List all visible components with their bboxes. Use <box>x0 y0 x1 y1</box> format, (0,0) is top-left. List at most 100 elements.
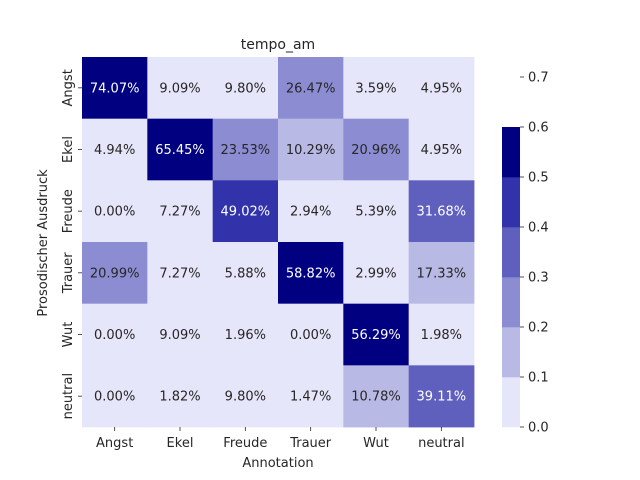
cell-value-label: 4.95% <box>421 81 462 96</box>
cell-value-label: 20.99% <box>90 266 140 281</box>
cell-value-label: 0.00% <box>94 390 135 405</box>
heatmap-cell <box>343 242 410 305</box>
heatmap-cell <box>278 303 344 366</box>
cell-value-label: 49.02% <box>221 205 271 220</box>
y-axis-ticks: Angst Ekel Freude Trauer Wut neutral <box>61 69 82 419</box>
cell-value-label: 74.07% <box>90 81 140 96</box>
heatmap-cell <box>278 180 344 243</box>
colorbar-segment <box>502 127 520 178</box>
cell-value-label: 31.68% <box>417 205 467 220</box>
cell-value-label: 5.39% <box>355 205 396 220</box>
cell-labels: 74.07% 9.09% 9.80% 26.47% 3.59% 4.95% 4.94% 65.… <box>90 81 466 404</box>
colorbar-segment <box>502 227 520 278</box>
heatmap-cell <box>212 303 279 366</box>
heatmap-cell <box>212 118 279 181</box>
cell-value-label: 56.29% <box>351 328 401 343</box>
colorbar-tick-label: 0.7 <box>528 71 549 86</box>
cell-value-label: 9.80% <box>225 390 266 405</box>
x-tick-label: neutral <box>418 436 465 451</box>
x-tick-label: Trauer <box>289 436 332 451</box>
heatmap-cell <box>343 365 410 428</box>
heatmap-cell <box>147 118 214 181</box>
heatmap-cell <box>147 242 214 305</box>
x-tick-label: Wut <box>363 436 389 451</box>
colorbar-tick-label: 0.3 <box>528 271 549 286</box>
x-tick-label: Angst <box>96 436 133 451</box>
cell-value-label: 39.11% <box>417 390 467 405</box>
heatmap-cell <box>343 180 410 243</box>
cell-value-label: 0.00% <box>94 328 135 343</box>
colorbar-tick-label: 0.5 <box>528 171 549 186</box>
cell-value-label: 20.96% <box>351 143 401 158</box>
cell-value-label: 7.27% <box>159 205 200 220</box>
heatmap-cells <box>82 57 475 428</box>
cell-value-label: 0.00% <box>94 205 135 220</box>
heatmap-cell <box>278 365 344 428</box>
chart-title: tempo_am <box>241 37 315 53</box>
heatmap-cell <box>82 180 148 243</box>
cell-value-label: 4.95% <box>421 143 462 158</box>
heatmap-cell <box>212 242 279 305</box>
cell-value-label: 0.00% <box>290 328 331 343</box>
cell-value-label: 9.09% <box>159 81 200 96</box>
colorbar-tick-label: 0.0 <box>528 421 549 436</box>
heatmap-cell <box>408 242 475 305</box>
colorbar-ticks: 0.0 0.1 0.2 0.3 0.4 0.5 0.6 0.7 <box>520 71 549 436</box>
x-axis-label: Annotation <box>242 456 313 471</box>
x-tick-label: Ekel <box>167 436 194 451</box>
heatmap-cell <box>82 303 148 366</box>
heatmap-cell <box>343 118 410 181</box>
cell-value-label: 2.94% <box>290 205 331 220</box>
heatmap-cell <box>212 57 279 120</box>
heatmap-cell <box>343 303 410 366</box>
cell-value-label: 7.27% <box>159 266 200 281</box>
heatmap-cell <box>408 118 475 181</box>
cell-value-label: 1.82% <box>159 390 200 405</box>
colorbar-tick-label: 0.6 <box>528 121 549 136</box>
heatmap-cell <box>278 242 344 305</box>
cell-value-label: 23.53% <box>221 143 271 158</box>
y-tick-label: Wut <box>61 322 76 348</box>
y-tick-label: neutral <box>61 373 76 420</box>
y-tick-label: Trauer <box>61 252 76 295</box>
heatmap-cell <box>278 118 344 181</box>
y-tick-label: Ekel <box>61 136 76 163</box>
y-tick-label: Angst <box>61 69 76 106</box>
heatmap-cell <box>82 118 148 181</box>
cell-value-label: 58.82% <box>286 266 336 281</box>
cell-value-label: 1.98% <box>421 328 462 343</box>
heatmap-cell <box>343 57 410 120</box>
heatmap-cell <box>408 365 475 428</box>
x-axis-ticks: Angst Ekel Freude Trauer Wut neutral <box>96 427 465 451</box>
cell-value-label: 5.88% <box>225 266 266 281</box>
heatmap-cell <box>408 180 475 243</box>
colorbar-tick-label: 0.4 <box>528 221 549 236</box>
colorbar-tick-label: 0.1 <box>528 371 549 386</box>
y-tick-label: Freude <box>61 189 76 233</box>
heatmap-cell <box>278 57 344 120</box>
colorbar-segment <box>502 277 520 328</box>
colorbar-segment <box>502 377 520 428</box>
cell-value-label: 9.09% <box>159 328 200 343</box>
cell-value-label: 26.47% <box>286 81 336 96</box>
cell-value-label: 10.78% <box>351 390 401 405</box>
cell-value-label: 65.45% <box>155 143 205 158</box>
cell-value-label: 2.99% <box>355 266 396 281</box>
cell-value-label: 3.59% <box>355 81 396 96</box>
colorbar-segment <box>502 177 520 228</box>
cell-value-label: 17.33% <box>417 266 467 281</box>
heatmap-cell <box>147 303 214 366</box>
heatmap-cell <box>82 242 148 305</box>
y-axis-label: Prosodischer Ausdruck <box>36 169 51 317</box>
heatmap-cell <box>82 57 148 120</box>
colorbar-segment <box>502 327 520 378</box>
heatmap-cell <box>147 365 214 428</box>
cell-value-label: 1.47% <box>290 390 331 405</box>
colorbar <box>502 127 520 428</box>
cell-value-label: 10.29% <box>286 143 336 158</box>
cell-value-label: 4.94% <box>94 143 135 158</box>
heatmap-cell <box>212 180 279 243</box>
heatmap-cell <box>212 365 279 428</box>
heatmap-cell <box>408 57 475 120</box>
